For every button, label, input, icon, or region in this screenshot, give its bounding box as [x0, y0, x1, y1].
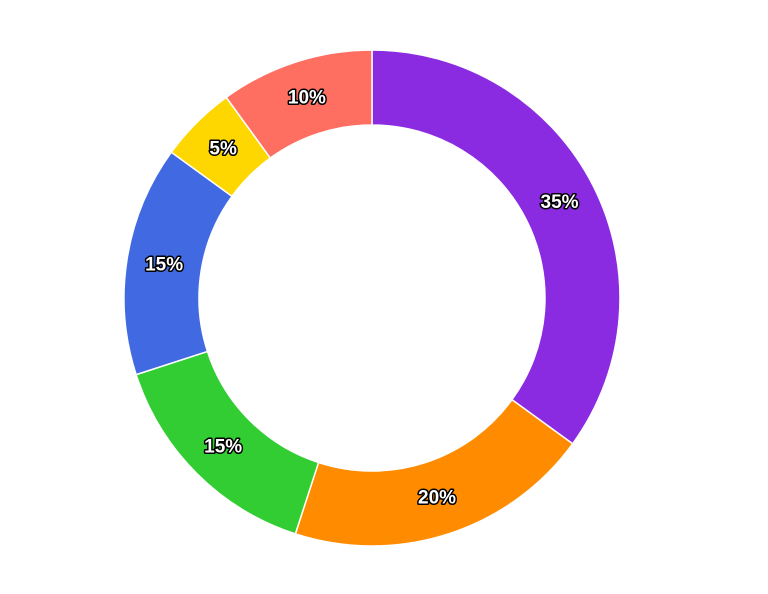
slice-label-2: 20%: [418, 488, 456, 509]
slices-layer: [123, 49, 621, 547]
slice-label-3: 15%: [204, 436, 242, 457]
donut-slice-6: [225, 49, 373, 160]
labels-layer: 35% 20% 15% 15% 5% 10%: [144, 86, 581, 510]
donut-slice-2: [294, 398, 574, 547]
donut-slice-1: [371, 49, 621, 445]
slice-label-1: 35%: [541, 192, 579, 213]
slice-label-4: 15%: [145, 255, 183, 276]
slice-label-6: 10%: [288, 87, 326, 108]
slice-label-5: 5%: [209, 139, 237, 160]
